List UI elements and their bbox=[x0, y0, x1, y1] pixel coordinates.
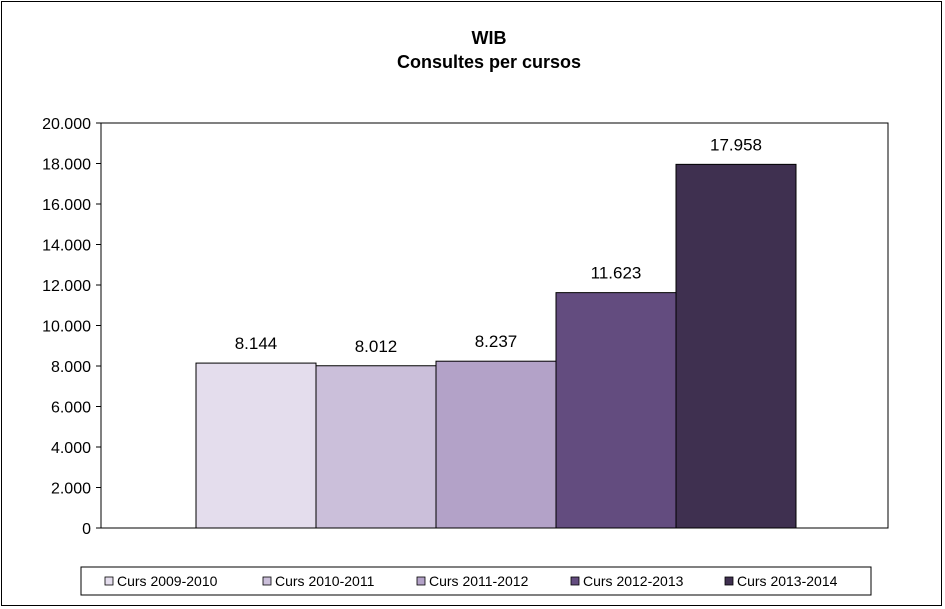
y-tick-label: 8.000 bbox=[51, 359, 91, 376]
y-tick-label: 0 bbox=[82, 521, 91, 538]
legend-swatch bbox=[570, 576, 580, 586]
legend: Curs 2009-2010 Curs 2010-2011 Curs 2011-20… bbox=[80, 566, 872, 596]
bar bbox=[195, 362, 317, 529]
legend-label: Curs 2013-2014 bbox=[737, 573, 838, 589]
bar bbox=[435, 360, 557, 529]
y-tick-label: 6.000 bbox=[51, 400, 91, 417]
y-tick-label: 10.000 bbox=[42, 319, 91, 336]
y-tick-label: 16.000 bbox=[42, 197, 91, 214]
y-tick-label: 12.000 bbox=[42, 278, 91, 295]
bar bbox=[675, 163, 797, 529]
y-tick-label: 14.000 bbox=[42, 238, 91, 255]
y-tick-label: 20.000 bbox=[42, 116, 91, 133]
bar-data-label: 8.144 bbox=[235, 334, 278, 353]
chart-title: WIB bbox=[472, 28, 507, 48]
bar bbox=[555, 292, 677, 529]
y-tick-label: 18.000 bbox=[42, 157, 91, 174]
bar bbox=[315, 365, 437, 529]
y-tick-label: 2.000 bbox=[51, 481, 91, 498]
legend-swatch bbox=[724, 576, 734, 586]
legend-box bbox=[80, 566, 872, 596]
legend-swatch bbox=[262, 576, 272, 586]
legend-label: Curs 2011-2012 bbox=[429, 573, 529, 589]
legend-swatch bbox=[416, 576, 426, 586]
legend-label: Curs 2012-2013 bbox=[583, 573, 684, 589]
legend-label: Curs 2010-2011 bbox=[275, 573, 375, 589]
bar-data-label: 17.958 bbox=[710, 135, 762, 154]
y-tick-label: 4.000 bbox=[51, 440, 91, 457]
bar-data-label: 8.012 bbox=[355, 337, 398, 356]
bar-data-label: 8.237 bbox=[475, 332, 518, 351]
plot-area: 0 2.000 4.000 6.000 8.000 10.000 12.000 14.000 1… bbox=[42, 116, 889, 538]
legend-label: Curs 2009-2010 bbox=[117, 573, 218, 589]
chart-subtitle: Consultes per cursos bbox=[397, 52, 581, 72]
bar-data-label: 11.623 bbox=[591, 264, 642, 283]
legend-swatch bbox=[104, 576, 114, 586]
